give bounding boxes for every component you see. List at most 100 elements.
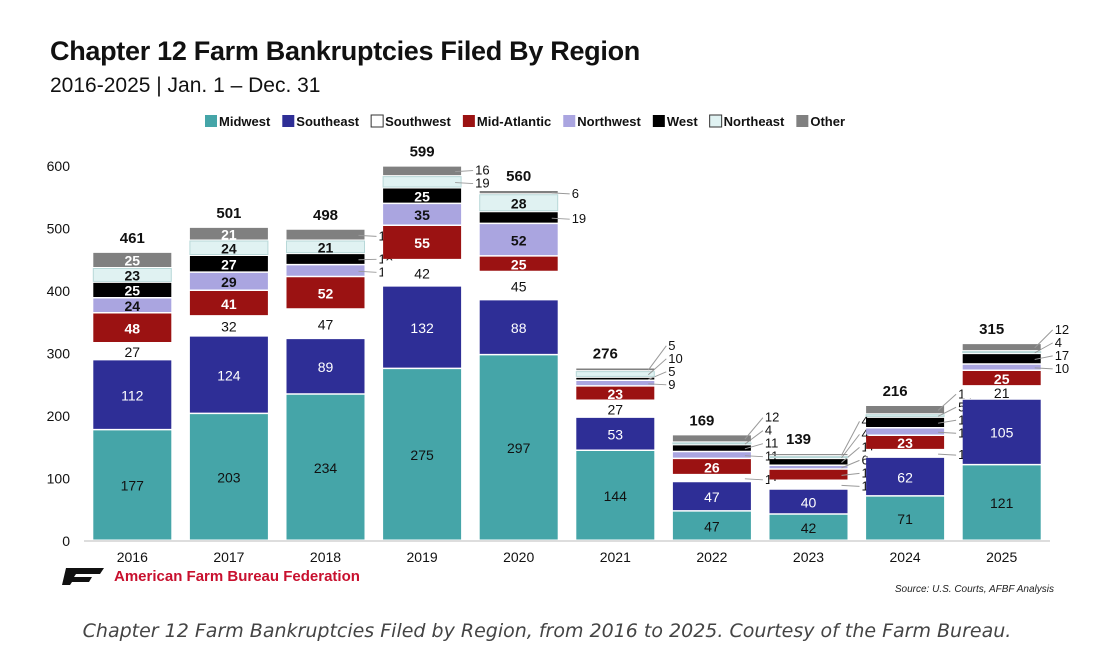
stacked-bar-chart: 0 100 200 300 400 500 600 Midwest Southeast South… (47, 114, 1070, 565)
y-tick-label: 500 (47, 221, 71, 237)
data-label: 28 (511, 196, 527, 212)
bar-segment-other (672, 435, 751, 442)
legend-label: Mid-Atlantic (477, 114, 551, 129)
data-label: 12 (765, 410, 779, 425)
bar-segment-southwest (479, 272, 558, 299)
legend-item: Midwest (205, 114, 271, 129)
data-label: 42 (414, 266, 430, 282)
label-leader (1034, 367, 1053, 370)
label-leader (455, 170, 474, 173)
data-label: 177 (121, 478, 145, 494)
data-label: 203 (217, 470, 241, 486)
bar-segment-mid-atlantic (479, 256, 558, 271)
label-leader (841, 446, 860, 463)
legend-label: West (667, 114, 698, 129)
bar-segment-midwest (93, 430, 172, 540)
bar-segment-southeast (189, 336, 268, 413)
data-label: 4 (862, 426, 869, 441)
data-label: 42 (801, 520, 817, 536)
bar-segment-northwest (672, 452, 751, 458)
bar-segment-northeast (479, 194, 559, 212)
legend-label: Other (810, 114, 845, 129)
label-leader (648, 383, 667, 386)
org-name: American Farm Bureau Federation (114, 567, 360, 585)
bar-segment-midwest (286, 394, 365, 540)
bar-segment-west (286, 254, 365, 264)
bar-segment-northeast (672, 442, 752, 445)
label-leader (358, 270, 377, 273)
label-leader (744, 455, 763, 458)
chart-title: Chapter 12 Farm Bankruptcies Filed By Re… (50, 36, 640, 66)
label-leader (1034, 329, 1054, 349)
x-tick-label: 2025 (986, 549, 1017, 565)
data-label: 23 (897, 435, 913, 451)
data-label: 4 (1055, 335, 1062, 350)
y-tick-label: 400 (47, 283, 71, 299)
legend-item: Southeast (282, 114, 360, 129)
data-label: 48 (125, 321, 141, 337)
label-leader (938, 431, 957, 434)
bar-segment-southwest (93, 343, 172, 359)
label-leader (841, 472, 860, 476)
data-label: 89 (318, 359, 334, 375)
bar-segment-northeast (865, 414, 945, 417)
data-label: 45 (511, 278, 527, 294)
bar-segment-southeast (576, 417, 655, 450)
bar-segment-other (962, 344, 1041, 351)
bar-segment-northwest (93, 298, 172, 312)
legend-swatch (652, 115, 665, 127)
bar-segment-other (479, 191, 558, 194)
data-label: 29 (221, 274, 237, 290)
bar-segment-northeast (769, 456, 848, 459)
data-label: 25 (414, 188, 430, 204)
total-label: 139 (786, 431, 811, 448)
data-label: 21 (221, 226, 237, 242)
x-tick-label: 2016 (117, 549, 148, 565)
data-label: 52 (318, 286, 334, 302)
bar-segment-southwest (962, 386, 1041, 399)
label-leader (647, 345, 667, 371)
bar-segment-southwest (576, 401, 655, 417)
x-tick-label: 2024 (890, 549, 921, 565)
bar-segment-southeast (286, 339, 365, 394)
data-label: 21 (994, 385, 1010, 401)
x-tick-label: 2017 (213, 549, 244, 565)
data-label: 47 (318, 316, 334, 332)
data-label: 4 (765, 423, 772, 438)
figure-caption: Chapter 12 Farm Bankruptcies Filed by Re… (82, 620, 1012, 642)
bar-segment-west (383, 188, 462, 203)
bar-segment-west (672, 445, 751, 451)
data-label: 25 (125, 283, 141, 299)
label-leader (841, 484, 860, 487)
data-label: 25 (511, 256, 527, 272)
data-label: 11 (765, 436, 779, 451)
bar-segment-mid-atlantic (189, 291, 268, 316)
data-label: 19 (572, 211, 586, 226)
data-label: 10 (668, 351, 682, 366)
bar-segment-mid-atlantic (383, 226, 462, 259)
label-leader (938, 453, 957, 456)
data-label: 21 (318, 240, 334, 256)
data-label: 71 (897, 511, 913, 527)
bar-segment-southeast (479, 300, 558, 354)
bar-segment-midwest (479, 355, 558, 540)
y-tick-label: 600 (47, 158, 71, 174)
bar-segment-northeast (189, 240, 269, 255)
label-leader (1034, 342, 1053, 354)
data-label: 121 (990, 495, 1014, 511)
bar-segment-other (576, 368, 655, 371)
label-leader (841, 434, 860, 459)
data-label: 16 (475, 163, 489, 178)
bar-segment-other (866, 406, 945, 414)
data-label: 27 (125, 344, 141, 360)
bar-segment-midwest (383, 369, 462, 540)
bar-segment-southeast (866, 457, 945, 496)
bar-segment-mid-atlantic (962, 371, 1041, 386)
total-label: 169 (689, 412, 714, 429)
data-label: 53 (608, 426, 624, 442)
data-label: 27 (608, 401, 624, 417)
data-label: 35 (414, 207, 430, 223)
data-label: 26 (704, 459, 720, 475)
bar-segment-northwest (962, 364, 1041, 370)
bar-segment-west (769, 459, 848, 465)
